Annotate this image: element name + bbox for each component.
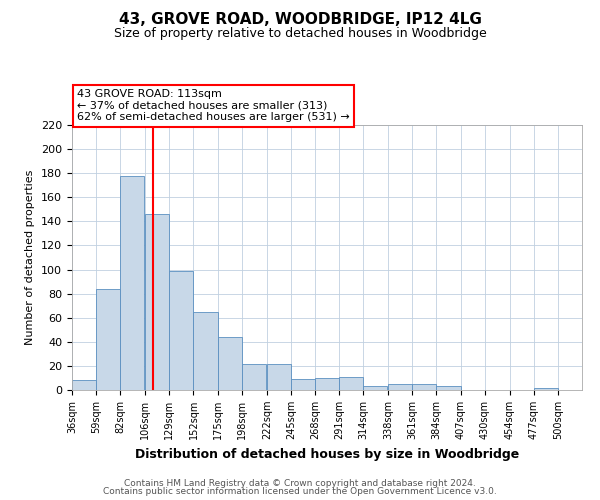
Bar	[193, 312, 218, 390]
Bar	[120, 176, 144, 390]
Bar	[145, 214, 169, 390]
Bar	[412, 384, 436, 390]
Bar	[388, 384, 412, 390]
Bar	[96, 289, 120, 390]
Bar	[534, 388, 558, 390]
Bar	[339, 377, 363, 390]
Bar	[291, 379, 315, 390]
X-axis label: Distribution of detached houses by size in Woodbridge: Distribution of detached houses by size …	[135, 448, 519, 460]
Text: Contains HM Land Registry data © Crown copyright and database right 2024.: Contains HM Land Registry data © Crown c…	[124, 478, 476, 488]
Text: 43 GROVE ROAD: 113sqm
← 37% of detached houses are smaller (313)
62% of semi-det: 43 GROVE ROAD: 113sqm ← 37% of detached …	[77, 89, 350, 122]
Text: Size of property relative to detached houses in Woodbridge: Size of property relative to detached ho…	[113, 28, 487, 40]
Text: 43, GROVE ROAD, WOODBRIDGE, IP12 4LG: 43, GROVE ROAD, WOODBRIDGE, IP12 4LG	[119, 12, 481, 28]
Bar	[72, 380, 96, 390]
Bar	[363, 386, 387, 390]
Bar	[315, 378, 339, 390]
Bar	[218, 337, 242, 390]
Bar	[267, 364, 291, 390]
Bar	[169, 271, 193, 390]
Bar	[242, 364, 266, 390]
Bar	[436, 386, 461, 390]
Text: Contains public sector information licensed under the Open Government Licence v3: Contains public sector information licen…	[103, 487, 497, 496]
Y-axis label: Number of detached properties: Number of detached properties	[25, 170, 35, 345]
